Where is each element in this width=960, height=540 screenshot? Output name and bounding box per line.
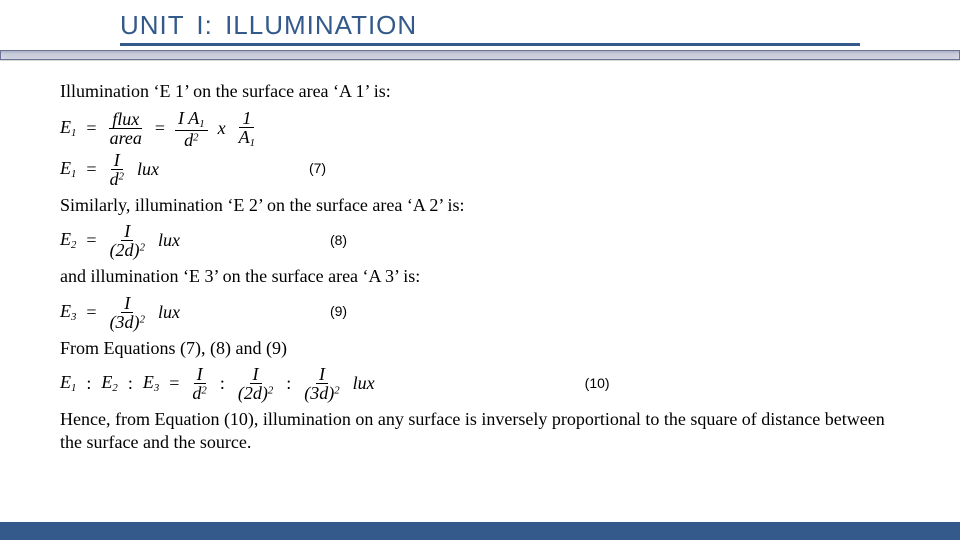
equation-9: E3 = I (3d)2 lux (9)	[60, 294, 900, 331]
colon: :	[286, 372, 291, 395]
eq10-e2: E2	[101, 371, 117, 396]
intro-line-1: Illumination ‘E 1’ on the surface area ‘…	[60, 80, 900, 103]
title-block: UNIT I: ILLUMINATION	[60, 10, 900, 46]
colon: :	[220, 372, 225, 395]
eq7-lhs: E1	[60, 157, 76, 182]
eq7-trail: lux	[137, 158, 159, 181]
times: x	[218, 117, 226, 140]
eq10-e1: E1	[60, 371, 76, 396]
eq9-trail: lux	[158, 301, 180, 324]
equation-8: E2 = I (2d)2 lux (8)	[60, 222, 900, 259]
intro-line-3: and illumination ‘E 3’ on the surface ar…	[60, 265, 900, 288]
equals: =	[86, 301, 96, 324]
equation-10: E1 : E2 : E3 = Id2 : I(2d)2 : I(3d)2 lux…	[60, 365, 900, 402]
eq1a-frac2: I A1 d2	[175, 109, 208, 149]
colon: :	[128, 372, 133, 395]
colon: :	[86, 372, 91, 395]
eq10-label: (10)	[585, 375, 610, 393]
eq10-trail: lux	[353, 372, 375, 395]
page-title: UNIT I: ILLUMINATION	[120, 10, 900, 41]
eq9-label: (9)	[330, 303, 347, 321]
title-underline	[120, 43, 860, 46]
eq1a-frac3: 1 A1	[236, 109, 258, 149]
equals: =	[169, 372, 179, 395]
equals: =	[86, 158, 96, 181]
footer-bar	[0, 522, 960, 540]
eq8-label: (8)	[330, 232, 347, 250]
eq8-lhs: E2	[60, 228, 76, 253]
equals: =	[86, 229, 96, 252]
eq9-frac: I (3d)2	[107, 294, 148, 331]
eq10-f2: I(2d)2	[235, 365, 276, 402]
intro-line-2: Similarly, illumination ‘E 2’ on the sur…	[60, 194, 900, 217]
equals: =	[155, 117, 165, 140]
equation-1a: E1 = fluxarea = I A1 d2 x 1 A1	[60, 109, 900, 149]
eq9-lhs: E3	[60, 300, 76, 325]
equals: =	[86, 117, 96, 140]
intro-line-4: From Equations (7), (8) and (9)	[60, 337, 900, 360]
eq10-e3: E3	[143, 371, 159, 396]
equation-7: E1 = I d2 lux (7)	[60, 151, 900, 188]
eq10-f1: Id2	[189, 365, 209, 402]
content: Illumination ‘E 1’ on the surface area ‘…	[60, 60, 900, 453]
eq7-frac: I d2	[107, 151, 127, 188]
decorative-band	[0, 50, 960, 60]
eq8-frac: I (2d)2	[107, 222, 148, 259]
conclusion: Hence, from Equation (10), illumination …	[60, 408, 900, 453]
eq10-f3: I(3d)2	[301, 365, 342, 402]
eq8-trail: lux	[158, 229, 180, 252]
eq1a-lhs: E1	[60, 116, 76, 141]
slide: UNIT I: ILLUMINATION Illumination ‘E 1’ …	[0, 0, 960, 540]
eq7-label: (7)	[309, 160, 326, 178]
eq1a-frac1: fluxarea	[107, 110, 145, 147]
